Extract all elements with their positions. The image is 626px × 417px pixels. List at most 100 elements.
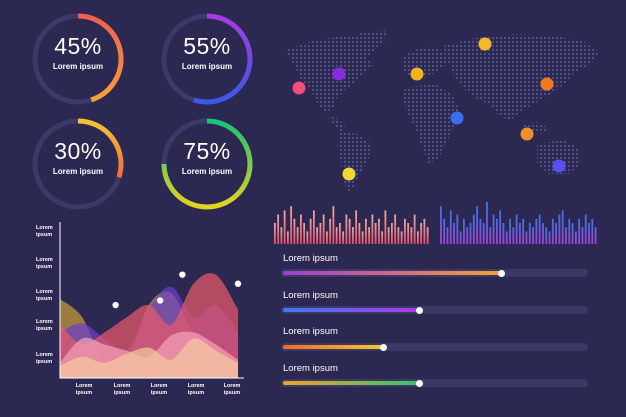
progress-knob-1[interactable] <box>498 270 505 277</box>
equalizer-bar <box>449 210 452 244</box>
gauge-ring <box>32 118 124 210</box>
map-marker[interactable] <box>342 167 356 181</box>
equalizer-bar <box>345 214 348 244</box>
x-tick-label: Lorem ipsum <box>150 383 168 396</box>
map-marker[interactable] <box>520 127 534 141</box>
chart-point[interactable] <box>156 297 164 304</box>
equalizer-bar <box>316 227 319 244</box>
equalizer-bar <box>561 210 564 244</box>
progress-knob-4[interactable] <box>416 380 423 387</box>
x-tick-label: Lorem ipsum <box>75 383 93 396</box>
gauge-arc <box>77 118 124 179</box>
equalizer-bar <box>443 218 446 244</box>
chart-point[interactable] <box>234 280 242 287</box>
equalizer-bar <box>588 223 590 244</box>
equalizer-bar <box>594 227 597 244</box>
equalizer-bar <box>532 227 534 244</box>
y-tick-label: Lorem ipsum <box>36 257 53 270</box>
equalizer-bar <box>453 223 455 244</box>
equalizer-bar <box>420 223 423 244</box>
equalizer-bar <box>365 218 367 244</box>
gauge-value: 45% <box>54 33 102 59</box>
equalizer-bar <box>384 210 387 244</box>
equalizer-bar <box>410 227 413 244</box>
equalizer-bar <box>309 218 312 244</box>
equalizer-bar <box>535 218 538 244</box>
equalizer-cool <box>440 202 597 244</box>
equalizer-bar <box>277 214 280 244</box>
map-marker[interactable] <box>410 67 424 81</box>
equalizer-bar <box>290 206 293 244</box>
progress-knob-2[interactable] <box>416 307 423 314</box>
equalizer-bar <box>591 218 594 244</box>
equalizer-bar <box>551 218 554 244</box>
map-marker[interactable] <box>292 81 306 95</box>
progress-knob-3[interactable] <box>380 344 387 351</box>
x-tick-label: Lorem ipsum <box>223 383 241 396</box>
equalizer-bar <box>476 206 479 244</box>
continent-europe <box>401 46 447 78</box>
equalizer-bar <box>571 223 574 244</box>
gauge-arc <box>192 13 253 105</box>
equalizer-bar <box>335 227 338 244</box>
progress-track-3[interactable] <box>281 343 588 351</box>
equalizer-bar <box>499 210 502 244</box>
gauge-ring <box>32 13 124 105</box>
equalizer-bar <box>394 214 397 244</box>
gauge-3: 30% Lorem ipsum <box>30 116 126 212</box>
equalizer-bar <box>528 223 531 244</box>
equalizer-bar <box>293 218 296 244</box>
equalizer-bar <box>568 218 571 244</box>
progress-fill-2 <box>283 308 419 312</box>
map-marker[interactable] <box>478 37 492 51</box>
gauge-ring <box>161 118 253 210</box>
chart-point[interactable] <box>179 271 186 278</box>
gauge-2: 55% Lorem ipsum <box>159 11 255 107</box>
equalizer-bar <box>407 223 410 244</box>
map-marker[interactable] <box>450 111 464 125</box>
equalizer-bar <box>492 214 495 244</box>
equalizer-bar <box>584 214 587 244</box>
map-marker[interactable] <box>552 159 566 173</box>
equalizer-bar <box>300 214 302 244</box>
equalizer-bar <box>545 227 548 244</box>
equalizer-bar <box>358 223 361 244</box>
equalizer-bar <box>426 227 429 244</box>
gauge-ring <box>161 13 253 105</box>
equalizer-bar <box>413 214 416 244</box>
equalizer-bar <box>319 223 322 244</box>
equalizer-bar <box>287 231 289 244</box>
equalizer-bar <box>489 227 492 244</box>
equalizer-bar <box>446 227 449 244</box>
gauge-label: Lorem ipsum <box>52 62 104 71</box>
equalizer-bar <box>479 218 482 244</box>
equalizer-bar <box>502 223 505 244</box>
equalizer-bar <box>352 227 354 244</box>
equalizer-bar <box>519 223 521 244</box>
map-marker[interactable] <box>540 77 554 91</box>
gauge-value: 55% <box>183 33 231 59</box>
equalizer-bar <box>581 227 584 244</box>
progress-label-2: Lorem ipsum <box>283 290 338 301</box>
equalizer-bar <box>355 210 358 244</box>
y-tick-label: Lorem ipsum <box>36 319 53 332</box>
progress-track-4[interactable] <box>281 379 588 387</box>
map-marker[interactable] <box>332 67 346 81</box>
gauge-label: Lorem ipsum <box>181 167 233 176</box>
equalizer-bar <box>555 223 558 244</box>
y-tick-label: Lorem ipsum <box>36 225 53 238</box>
world-map <box>285 30 599 194</box>
progress-fill-4 <box>283 381 419 385</box>
equalizer-bar <box>280 227 283 244</box>
progress-label-4: Lorem ipsum <box>283 363 338 374</box>
equalizer-bar <box>565 227 567 244</box>
progress-track-2[interactable] <box>281 306 588 314</box>
x-tick-label: Lorem ipsum <box>113 383 131 396</box>
chart-point[interactable] <box>112 301 119 309</box>
equalizer-bar <box>509 218 511 244</box>
equalizer-bar <box>296 227 299 244</box>
equalizer-bar <box>306 231 309 244</box>
equalizer-bar <box>381 231 384 244</box>
equalizer-bar <box>495 218 498 244</box>
equalizer-bar <box>538 214 541 244</box>
